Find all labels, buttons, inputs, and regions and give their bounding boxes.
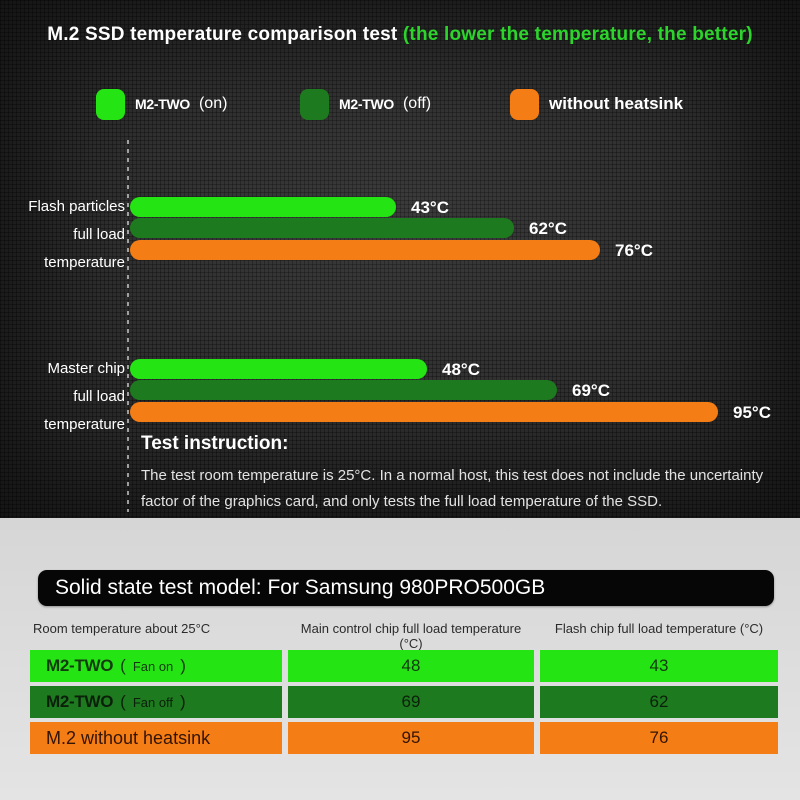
row-label-cell: M2-TWO(Fan off) [30, 686, 282, 718]
main-chip-temp-cell: 48 [288, 650, 534, 682]
test-instruction-heading: Test instruction: [141, 433, 289, 454]
bar-value-label: 95°C [733, 402, 771, 422]
title-note: (the lower the temperature, the better) [402, 24, 753, 45]
legend-label: M2-TWO [339, 96, 394, 112]
bar-no_heatsink [130, 239, 600, 260]
bar-fan_on [130, 359, 427, 379]
legend-item-no-heatsink: without heatsink [510, 88, 683, 120]
bar-fan_off [130, 380, 557, 401]
legend-item-fan-on: M2-TWO (on) [96, 88, 227, 120]
table-header-main-chip: Main control chip full load temperature … [300, 621, 522, 651]
main-chip-temp-cell: 95 [288, 722, 534, 754]
bar-no_heatsink [130, 401, 718, 422]
legend-swatch-fan-off [300, 88, 329, 120]
flash-chip-temp-cell: 62 [540, 686, 778, 718]
bar-value-label: 43°C [411, 198, 449, 217]
legend-item-fan-off: M2-TWO (off) [300, 88, 431, 120]
legend-swatch-fan-on [96, 88, 125, 120]
flash-chip-temp-cell: 76 [540, 722, 778, 754]
bar-fan_on [130, 197, 396, 217]
main-chip-temp-cell: 69 [288, 686, 534, 718]
legend-suffix: (off) [402, 95, 432, 112]
row-label-cell: M2-TWO(Fan on) [30, 650, 282, 682]
legend-label: without heatsink [549, 94, 684, 113]
bar-value-label: 62°C [529, 219, 567, 239]
bar-fan_off [130, 218, 514, 239]
legend-label: M2-TWO [135, 96, 190, 112]
title-main: M.2 SSD temperature comparison test [47, 24, 403, 45]
category-label: Master chip full load temperature [44, 360, 125, 433]
test-model-banner: Solid state test model: For Samsung 980P… [38, 570, 774, 606]
legend: M2-TWO (on) M2-TWO (off) without heatsin… [0, 88, 800, 120]
page-title: M.2 SSD temperature comparison test (the… [0, 24, 800, 46]
table-panel: Solid state test model: For Samsung 980P… [0, 518, 800, 800]
chart-baseline-dashed [127, 140, 129, 512]
flash-chip-temp-cell: 43 [540, 650, 778, 682]
legend-swatch-no-heatsink [510, 88, 539, 120]
category-label: Flash particles full load temperature [28, 198, 125, 271]
bar-value-label: 69°C [572, 381, 610, 401]
bar-value-label: 76°C [615, 240, 653, 260]
legend-suffix: (on) [198, 95, 228, 112]
bar-value-label: 48°C [442, 360, 480, 379]
table-header-flash-chip: Flash chip full load temperature (°C) [554, 621, 764, 636]
test-instruction-body: The test room temperature is 25°C. In a … [141, 467, 764, 510]
row-label-cell: M.2 without heatsink [30, 722, 282, 754]
chart-panel: M.2 SSD temperature comparison test (the… [0, 0, 800, 518]
table-header-room-temp: Room temperature about 25°C [33, 621, 211, 636]
